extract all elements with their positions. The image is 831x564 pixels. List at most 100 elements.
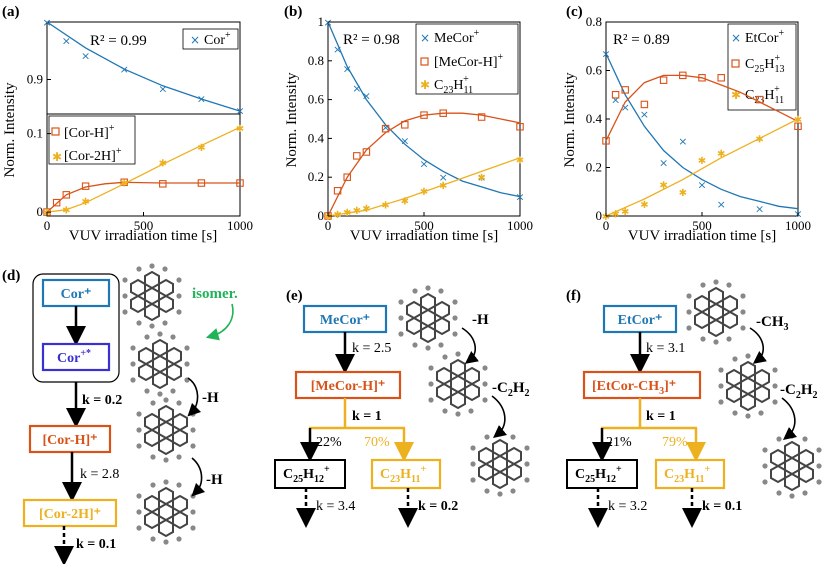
legend-label-c25-c: C25H13+ (745, 53, 784, 75)
scheme-d: (d) Cor⁺ Cor+* k = 0.2 [Cor-H]⁺ k = 2.8 … (2, 262, 238, 564)
r2-label-a: R² = 0.99 (90, 33, 147, 49)
rate-f-k3: k = 3.2 (608, 499, 647, 514)
c-series-0-point: × (611, 94, 620, 107)
legend-marker-c23-b: ✱ (420, 78, 430, 92)
c-series-0-fit-line (605, 53, 799, 210)
y-tick-label: 0.9 (27, 72, 43, 87)
etcor-ch3-box (582, 370, 702, 400)
c-series-2-point: ✱ (611, 210, 619, 221)
marks-c: ×××××××× × ×✱ ✱ ✱✱✱✱✱✱✱✱ (601, 48, 802, 223)
c-series-1-fit-line (605, 74, 799, 142)
mecor-h-box (294, 370, 402, 400)
panel-label-a: (a) (2, 4, 20, 20)
y-tick-label: 0 (318, 208, 325, 223)
loss-e-2: -C2H2 (492, 380, 530, 399)
legend-a-bottom: [Cor-H]+ ✱ [Cor-2H]+ (48, 115, 136, 165)
legend-label-c23-b: C23H11+ (434, 74, 473, 96)
y-tick-label: 0.4 (586, 111, 603, 126)
c-series-0-point: × (601, 48, 610, 61)
c-series-2-point: ✱ (640, 200, 648, 211)
a-bottom-series-0-fit-line (46, 181, 240, 213)
a-bottom-series-0-point (52, 198, 61, 207)
b-series-2-point: ✱ (324, 212, 332, 223)
y-tick-label: 0.2 (308, 169, 324, 184)
ticks-a: 0.9 0 0.1 0 500 1000 (27, 72, 253, 234)
loss-d-2: -H (206, 472, 223, 488)
molecule-c23-e (469, 430, 531, 498)
rate-e-k3: k = 3.4 (316, 499, 355, 514)
loss-d-1: -H (202, 390, 219, 406)
r2-label-b: R² = 0.98 (343, 32, 400, 48)
b-series-0-point: × (419, 158, 428, 171)
b-series-0-point: × (477, 171, 486, 184)
legend-b: × MeCor+ [MeCor-H]+ ✱ C23H11+ (415, 23, 519, 96)
x-tick-label: 0 (44, 218, 51, 233)
legend-marker-c25-c (731, 59, 740, 68)
rate-f-k4: k = 0.1 (702, 499, 742, 514)
panel-label-c: (c) (566, 4, 583, 20)
rate-e-k4: k = 0.2 (418, 499, 458, 514)
a-bottom-series-0-point (236, 179, 244, 187)
b-series-2-point: ✱ (439, 181, 447, 192)
a-top-series-0-point: × (235, 105, 244, 118)
c-series-2-point: ✱ (659, 180, 667, 191)
a-bottom-series-1-point: ✱ (159, 159, 167, 170)
legend-marker-cor-h (51, 127, 60, 136)
x-tick-label: 500 (414, 218, 434, 233)
a-top-series-0-point: × (81, 49, 90, 62)
c25-label-e: C25H12+ (283, 464, 330, 485)
b-series-2-point: ✱ (353, 206, 361, 217)
a-bottom-series-1-point: ✱ (120, 178, 128, 189)
b-series-1-point (353, 152, 361, 160)
x-axis-title-c: VUV irradiation time [s] (628, 228, 776, 244)
b-series-0-point: × (381, 121, 390, 134)
c-series-1-point (611, 91, 620, 99)
loss-arrow-f-2 (781, 397, 797, 441)
loss-arrow-f-1 (749, 327, 767, 364)
x-tick-label: 0 (603, 218, 610, 233)
b-series-2-point: ✱ (333, 210, 341, 221)
c-series-1-point (755, 95, 764, 104)
ticks-c: 0 0.2 0.4 0.6 0.8 0 500 1000 (586, 14, 811, 233)
c25-label-f: C25H12+ (575, 464, 622, 485)
c-series-2-point: ✱ (755, 134, 763, 145)
y-axis-title-b: Norm. Intensity (284, 72, 300, 167)
c-series-2-fit-line (605, 118, 799, 217)
cor-2h-label: [Cor-2H]⁺ (39, 507, 101, 522)
legend-marker-mecor: × (420, 31, 430, 45)
c23-label-f: C23H11+ (664, 464, 710, 485)
b-series-1-point (439, 109, 447, 117)
molecule-cor-2h (135, 478, 197, 546)
mecor-h-label: [MeCor-H]⁺ (311, 379, 386, 394)
b-series-2-point: ✱ (343, 208, 351, 219)
rate-d-k3: k = 0.1 (76, 537, 116, 552)
b-series-1-point (420, 111, 428, 119)
ticks-b: 0 0.2 0.4 0.6 0.8 1 0 500 1000 (308, 14, 533, 233)
scheme-e: (e) MeCor⁺ k = 2.5 [MeCor-H]⁺ k = 1 22% … (274, 284, 531, 528)
cor-label: Cor⁺ (61, 287, 92, 302)
b-series-2-fit-line (327, 157, 521, 217)
c-series-0-point: × (621, 101, 630, 114)
a-bottom-series-1-point: ✱ (81, 197, 89, 208)
c-series-2-point: ✱ (794, 115, 802, 126)
scheme-f: (f) EtCor⁺ k = 3.1 [EtCor-CH3]⁺ k = 1 21… (566, 278, 823, 528)
x-axis-title-b: VUV irradiation time [s] (350, 228, 498, 244)
b-series-0-point: × (439, 171, 448, 184)
loss-e-1: -H (472, 312, 489, 328)
molecule-etcor-ch3 (717, 352, 779, 420)
molecule-cor-h (135, 396, 197, 464)
loss-f-2: -C2H2 (780, 382, 818, 401)
molecule-c23-f (761, 432, 823, 500)
b-series-1-point (516, 123, 524, 131)
c-series-1-point (659, 76, 668, 84)
legend-label-mecor-h: [MeCor-H]+ (434, 52, 503, 70)
a-top-series-0-point: × (197, 92, 206, 105)
panel-c: (c) Norm. Intensity R² = 0.89 × EtCor+ C… (562, 4, 811, 244)
a-top-series-0-fit-line (46, 21, 241, 112)
x-tick-label: 1000 (227, 218, 253, 233)
a-bottom-series-0-point (197, 179, 206, 187)
legend-marker-etcor: × (731, 31, 741, 45)
c-series-2-point: ✱ (679, 188, 687, 199)
cor-2h-box (22, 498, 118, 528)
legend-marker-cor: × (190, 33, 200, 47)
